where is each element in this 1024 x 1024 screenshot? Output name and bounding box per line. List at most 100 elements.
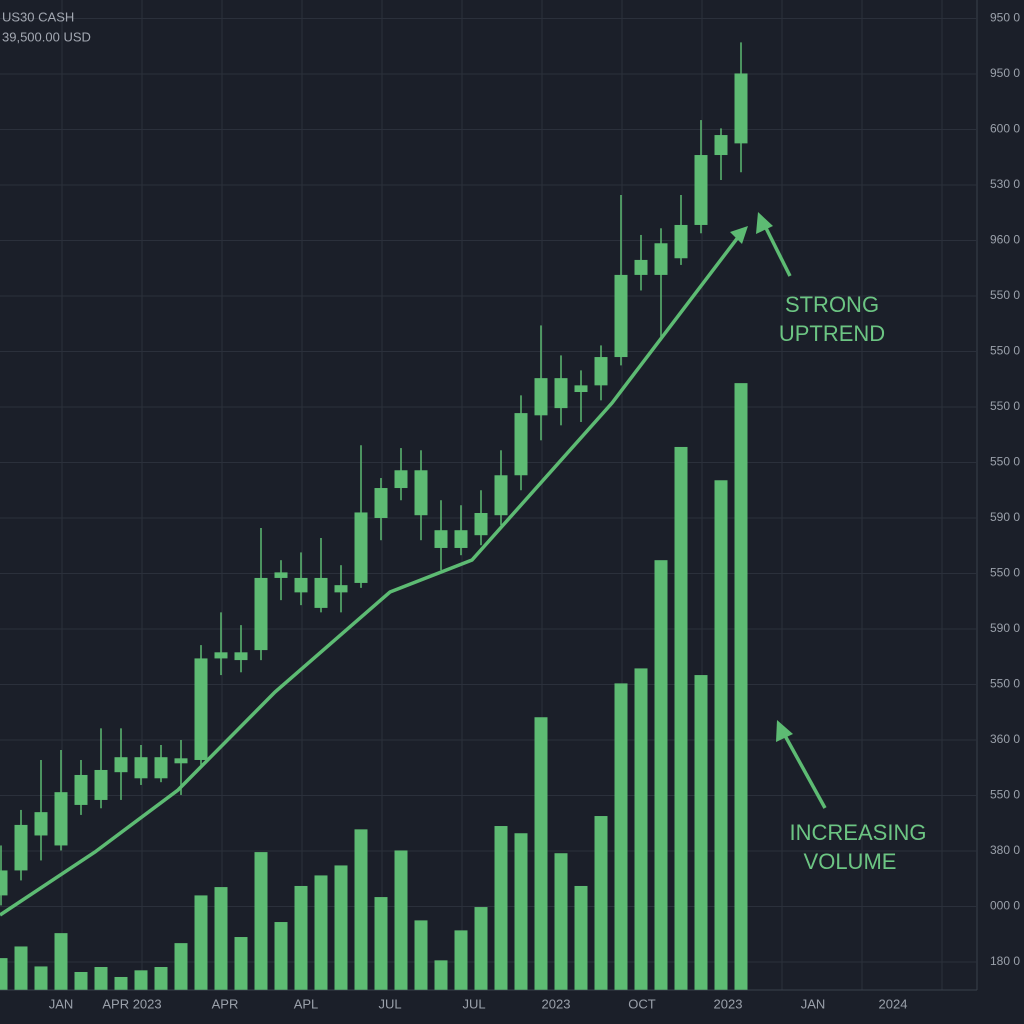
- volume-bar: [554, 853, 568, 990]
- annotation-arrowhead: [756, 212, 773, 234]
- candle-body: [154, 757, 168, 779]
- candle-body: [714, 135, 728, 156]
- x-tick-label: APL: [294, 996, 319, 1011]
- volume-bar: [354, 829, 368, 990]
- volume-bar: [594, 816, 608, 990]
- volume-bar: [694, 675, 708, 990]
- volume-bar: [34, 966, 48, 990]
- volume-bar: [134, 970, 148, 990]
- y-tick-label: 360 0: [990, 732, 1020, 746]
- x-tick-label: 2023: [714, 996, 743, 1011]
- candle-body: [134, 757, 148, 779]
- volume-bar: [254, 852, 268, 990]
- candle-body: [294, 577, 308, 593]
- y-tick-label: 600 0: [990, 122, 1020, 136]
- volume-bar: [0, 958, 8, 990]
- x-tick-label: JAN: [49, 996, 74, 1011]
- annotation-arrow: [781, 731, 827, 809]
- candle-body: [594, 357, 608, 386]
- candle-body: [454, 530, 468, 548]
- candle-body: [114, 757, 128, 773]
- candle-body: [734, 73, 748, 144]
- y-tick-label: 550 0: [990, 399, 1020, 413]
- trend-arrowhead: [730, 226, 748, 244]
- y-tick-label: 950 0: [990, 11, 1020, 25]
- volume-bar: [674, 446, 688, 990]
- candle-body: [174, 758, 188, 764]
- volume-bar: [334, 865, 348, 990]
- candle-body: [414, 470, 428, 516]
- volume-bar: [634, 668, 648, 990]
- candle-body: [54, 792, 68, 846]
- volume-bar: [194, 895, 208, 990]
- chart-subtitle: 39,500.00 USD: [2, 29, 91, 44]
- trend-line: [0, 230, 744, 917]
- candles: [0, 42, 748, 906]
- candle-body: [194, 658, 208, 760]
- y-tick-label: 550 0: [990, 344, 1020, 358]
- volume-bar: [494, 826, 508, 990]
- volume-bar: [414, 920, 428, 990]
- y-tick-label: 590 0: [990, 621, 1020, 635]
- y-tick-label: 180 0: [990, 954, 1020, 968]
- x-tick-label: JUL: [462, 996, 485, 1011]
- candle-body: [374, 488, 388, 518]
- volume-bar: [154, 966, 168, 990]
- volume-bar: [374, 897, 388, 990]
- candle-body: [354, 512, 368, 583]
- x-tick-label: 2024: [879, 996, 908, 1011]
- candle-body: [514, 413, 528, 476]
- candle-body: [334, 585, 348, 593]
- x-tick-label: JAN: [801, 996, 826, 1011]
- volume-bar: [234, 937, 248, 990]
- candle-body: [694, 155, 708, 225]
- y-tick-label: 550 0: [990, 788, 1020, 802]
- chart-title: US30 CASH: [2, 9, 74, 24]
- annotation: VOLUME: [804, 849, 897, 874]
- candle-body: [614, 274, 628, 358]
- x-tick-label: JUL: [378, 996, 401, 1011]
- candle-body: [434, 530, 448, 548]
- annotation-arrow: [762, 223, 792, 277]
- x-tick-label: APR: [212, 996, 239, 1011]
- volume-bar: [474, 907, 488, 990]
- volume-bar: [114, 976, 128, 990]
- candle-body: [394, 470, 408, 489]
- y-tick-label: 590 0: [990, 510, 1020, 524]
- candle-body: [274, 572, 288, 578]
- volume-bar: [454, 930, 468, 990]
- volume-bar: [434, 960, 448, 990]
- x-tick-label: OCT: [628, 996, 656, 1011]
- candle-body: [314, 577, 328, 608]
- candle-body: [554, 378, 568, 409]
- candle-body: [574, 385, 588, 393]
- candle-body: [214, 652, 228, 659]
- candle-body: [74, 774, 88, 805]
- candle-body: [634, 259, 648, 275]
- volume-bar: [714, 480, 728, 990]
- volume-bar: [54, 933, 68, 990]
- y-tick-label: 550 0: [990, 677, 1020, 691]
- y-tick-label: 000 0: [990, 899, 1020, 913]
- annotation: UPTREND: [779, 321, 885, 346]
- volume-bar: [654, 560, 668, 990]
- volume-bars: [0, 383, 748, 990]
- annotation-arrowhead: [776, 720, 793, 742]
- candle-body: [654, 243, 668, 275]
- candle-body: [94, 769, 108, 800]
- candle-body: [474, 513, 488, 536]
- candle-body: [674, 224, 688, 259]
- y-tick-label: 960 0: [990, 233, 1020, 247]
- volume-bar: [214, 887, 228, 990]
- candle-body: [34, 812, 48, 836]
- candle-body: [14, 824, 28, 871]
- volume-bar: [614, 683, 628, 990]
- volume-bar: [314, 875, 328, 990]
- y-tick-label: 950 0: [990, 66, 1020, 80]
- volume-bar: [94, 966, 108, 990]
- y-tick-label: 530 0: [990, 177, 1020, 191]
- volume-bar: [274, 922, 288, 990]
- volume-bar: [394, 850, 408, 990]
